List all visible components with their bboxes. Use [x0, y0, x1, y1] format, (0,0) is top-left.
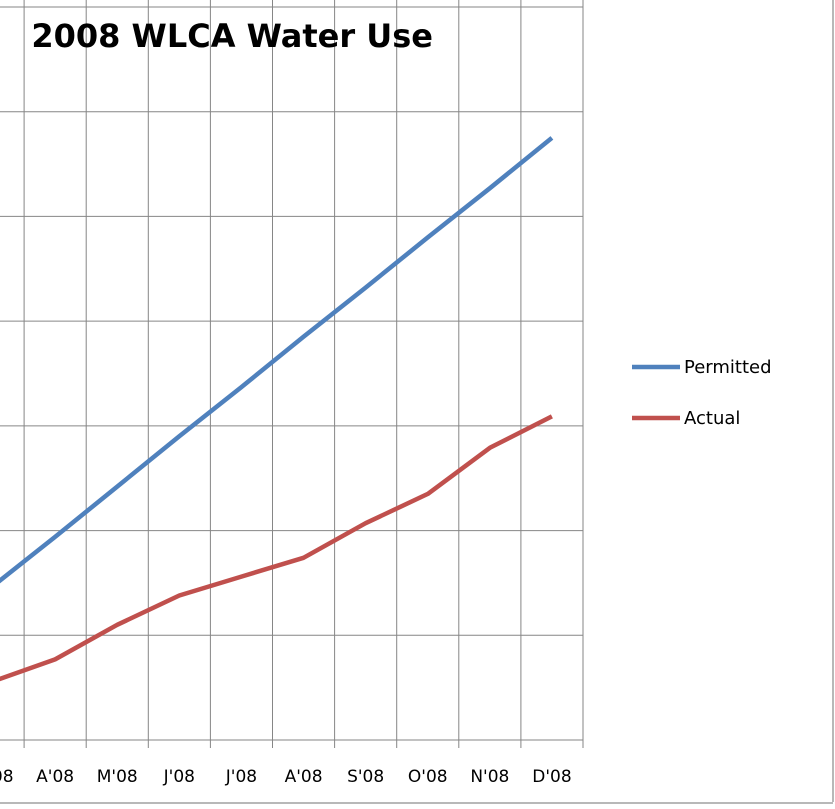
x-tick-label: O'08 [408, 767, 448, 787]
legend-label: Actual [684, 408, 740, 429]
x-tick-label: J'08 [163, 767, 195, 787]
chart-title: 2008 WLCA Water Use [31, 17, 433, 55]
x-tick-label: D'08 [532, 767, 571, 787]
x-tick-label: J'08 [225, 767, 257, 787]
series-line [0, 414, 553, 682]
x-tick-label: N'08 [470, 767, 509, 787]
x-tick-label: M'08 [0, 767, 14, 787]
series-line [0, 136, 554, 584]
legend-label: Permitted [684, 357, 772, 378]
x-tick-label: S'08 [347, 767, 384, 787]
x-tick-label: M'08 [97, 767, 138, 787]
x-tick-label: A'08 [36, 767, 74, 787]
x-tick-label: A'08 [285, 767, 323, 787]
